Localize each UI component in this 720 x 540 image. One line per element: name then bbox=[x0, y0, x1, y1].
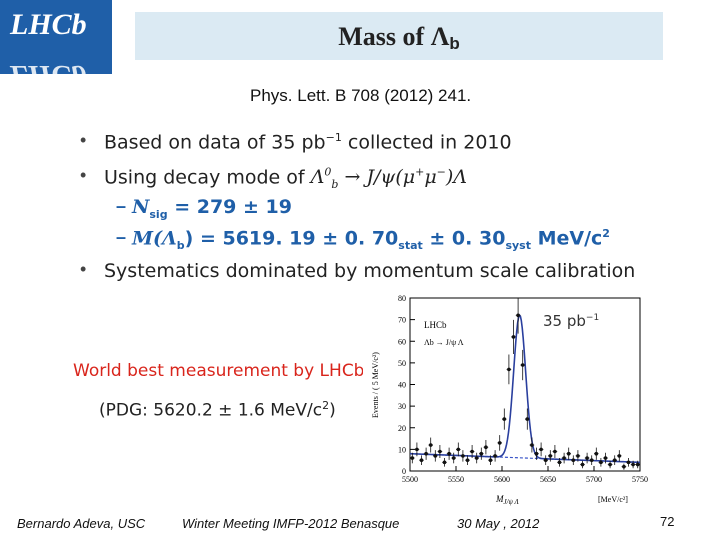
mass-distribution-chart: 5500 5550 5600 5650 5700 5750 0 10 20 30 40 50 60 70 8… bbox=[366, 290, 656, 508]
data-point bbox=[414, 442, 420, 457]
data-point bbox=[419, 455, 424, 466]
y-tick-label: 70 bbox=[398, 316, 406, 325]
x-tick-label: 5500 bbox=[402, 475, 418, 484]
data-point bbox=[612, 455, 617, 466]
data-point bbox=[543, 455, 548, 466]
x-tick-label: 5550 bbox=[448, 475, 464, 484]
data-point bbox=[428, 437, 433, 453]
data-point bbox=[492, 450, 498, 462]
data-point bbox=[525, 408, 530, 430]
data-point bbox=[561, 452, 567, 464]
world-best-note: World best measurement by LHCb bbox=[73, 361, 363, 381]
data-point bbox=[617, 450, 622, 462]
bullet-dot: • bbox=[80, 259, 87, 279]
data-point bbox=[594, 447, 599, 460]
y-tick-label: 30 bbox=[398, 402, 406, 411]
title-bar: Mass of Λb bbox=[135, 12, 663, 60]
data-point bbox=[423, 447, 429, 460]
data-point bbox=[575, 450, 581, 462]
data-point bbox=[465, 455, 470, 466]
data-point bbox=[488, 455, 493, 466]
data-point bbox=[552, 445, 558, 459]
x-axis-label: MJ/ψ Λ bbox=[495, 494, 520, 506]
footer-date: 30 May , 2012 bbox=[457, 516, 540, 531]
data-point bbox=[607, 460, 613, 469]
logo-text: LHCb bbox=[9, 8, 87, 41]
data-point bbox=[483, 440, 489, 455]
data-point bbox=[515, 298, 521, 334]
bullet-data-sample: Based on data of 35 pb−1 collected in 20… bbox=[104, 131, 512, 154]
data-point bbox=[603, 452, 608, 464]
data-point bbox=[598, 458, 604, 467]
data-point bbox=[534, 447, 539, 460]
data-point bbox=[566, 447, 571, 460]
data-point bbox=[520, 349, 525, 381]
bullet-dot: • bbox=[80, 165, 87, 185]
x-tick-label: 5600 bbox=[494, 475, 510, 484]
data-point bbox=[584, 452, 590, 464]
y-tick-label: 10 bbox=[398, 445, 406, 454]
data-point bbox=[469, 445, 475, 459]
pdg-value: (PDG: 5620.2 ± 1.6 MeV/c2) bbox=[99, 399, 336, 421]
data-point bbox=[437, 445, 443, 459]
footer-author: Bernardo Adeva, USC bbox=[17, 516, 146, 531]
experiment-label: LHCb bbox=[424, 320, 447, 330]
y-tick-label: 50 bbox=[398, 359, 406, 368]
data-point bbox=[538, 442, 544, 457]
slide-title: Mass of Λb bbox=[338, 22, 460, 53]
data-point bbox=[446, 447, 452, 460]
data-point bbox=[433, 450, 438, 462]
x-tick-label: 5750 bbox=[632, 475, 648, 484]
data-point bbox=[506, 354, 512, 385]
data-point bbox=[621, 463, 627, 470]
data-point bbox=[460, 450, 466, 462]
y-tick-label: 0 bbox=[402, 467, 406, 476]
data-point bbox=[557, 458, 562, 467]
sub-bullet-mass: M(Λb) = 5619. 19 ± 0. 70stat ± 0. 30syst… bbox=[132, 227, 610, 253]
sub-bullet-nsig: Nsig = 279 ± 19 bbox=[132, 196, 292, 221]
y-tick-label: 40 bbox=[398, 381, 406, 390]
logo-text-mirror: LHCb bbox=[9, 59, 87, 74]
y-tick-label: 20 bbox=[398, 424, 406, 433]
lhcb-logo-graphic: LHCb LHCb bbox=[0, 0, 112, 74]
data-point bbox=[502, 408, 507, 430]
data-point bbox=[635, 460, 640, 469]
data-point bbox=[589, 455, 594, 466]
page-number: 72 bbox=[660, 514, 675, 529]
y-tick-label: 60 bbox=[398, 337, 406, 346]
reference-citation: Phys. Lett. B 708 (2012) 241. bbox=[250, 86, 472, 105]
bullet-dot: • bbox=[80, 130, 87, 150]
lhcb-logo: LHCb LHCb bbox=[0, 0, 112, 74]
sub-bullet-dash: – bbox=[116, 196, 127, 216]
data-point bbox=[410, 452, 415, 464]
data-point bbox=[548, 450, 553, 462]
bullet-decay-mode: Using decay mode of Λ0b → J/ψ(μ+μ−)Λ bbox=[104, 166, 468, 192]
data-point bbox=[511, 319, 516, 354]
data-point bbox=[497, 435, 502, 451]
y-axis-label: Events / ( 5 MeV/c²) bbox=[371, 352, 380, 418]
mass-plot: 5500 5550 5600 5650 5700 5750 0 10 20 30 40 50 60 70 8… bbox=[366, 290, 656, 513]
decay-label: Λb → J/ψ Λ bbox=[424, 338, 464, 347]
x-tick-label: 5700 bbox=[586, 475, 602, 484]
data-point bbox=[479, 447, 484, 460]
x-tick-label: 5650 bbox=[540, 475, 556, 484]
sub-bullet-dash: – bbox=[116, 227, 127, 247]
y-tick-label: 80 bbox=[398, 294, 406, 303]
data-point bbox=[451, 452, 456, 464]
data-point bbox=[580, 460, 585, 469]
data-point bbox=[630, 460, 636, 469]
data-point bbox=[474, 452, 479, 464]
data-point bbox=[442, 458, 447, 467]
data-point bbox=[571, 455, 576, 466]
bullet-systematics: Systematics dominated by momentum scale … bbox=[104, 260, 636, 282]
lumi-label: 35 pb−1 bbox=[543, 312, 599, 330]
data-point bbox=[529, 437, 535, 453]
x-axis-unit: [MeV/c²] bbox=[598, 495, 628, 504]
data-point bbox=[626, 458, 631, 467]
footer-meeting: Winter Meeting IMFP-2012 Benasque bbox=[182, 516, 400, 531]
data-point bbox=[456, 442, 461, 457]
